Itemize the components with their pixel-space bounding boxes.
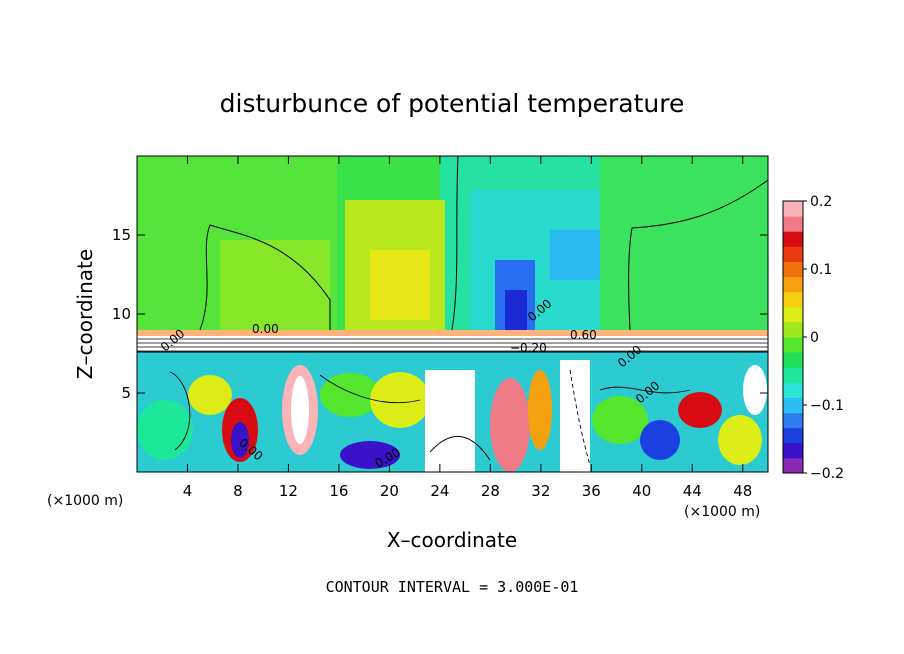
contour-label: 0.60 — [570, 328, 597, 342]
colorbar-tick-label: 0 — [810, 330, 819, 346]
colorbar-swatch — [783, 201, 803, 217]
contour-interval: CONTOUR INTERVAL = 3.000E-01 — [326, 578, 579, 596]
x-tick-label: 32 — [531, 482, 550, 500]
x-tick-label: 20 — [380, 482, 399, 500]
x-tick-label: 12 — [279, 482, 298, 500]
colorbar-tick-label: −0.1 — [810, 398, 844, 414]
colorbar-swatch — [783, 246, 803, 262]
x-tick-label: 48 — [733, 482, 752, 500]
colorbar-swatch — [783, 367, 803, 383]
colorbar-swatch — [783, 276, 803, 293]
y-tick-label: 10 — [112, 305, 131, 323]
x-tick-label: 24 — [430, 482, 449, 500]
y-tick-label: 5 — [121, 384, 131, 402]
plot-area — [137, 156, 768, 472]
colorbar: 0.2 0.1 0 −0.1 −0.2 — [782, 194, 844, 482]
colorbar-swatch — [783, 216, 803, 232]
colorbar-swatch — [783, 321, 803, 338]
colorbar-swatch — [783, 412, 803, 429]
x-axis: 4 8 12 16 20 24 28 32 36 40 44 48 — [183, 156, 752, 500]
colorbar-tick-label: 0.2 — [810, 194, 832, 210]
colorbar-swatch — [783, 442, 803, 459]
colorbar-tick-label: −0.2 — [810, 466, 844, 482]
y-axis-label: Z–coordinate — [73, 249, 97, 379]
colorbar-swatch — [783, 352, 803, 368]
y-axis: 5 10 15 — [112, 226, 768, 402]
x-tick-label: 40 — [632, 482, 651, 500]
x-tick-label: 44 — [683, 482, 702, 500]
colorbar-swatch — [783, 457, 803, 474]
x-tick-label: 36 — [582, 482, 601, 500]
contour-label: 0.00 — [252, 322, 279, 336]
x-tick-label: 28 — [481, 482, 500, 500]
colorbar-swatch — [783, 291, 803, 308]
x-unit-label-right: (×1000 m) — [684, 504, 760, 520]
x-tick-label: 4 — [183, 482, 193, 500]
x-tick-label: 16 — [329, 482, 348, 500]
colorbar-swatch — [783, 337, 803, 353]
colorbar-swatch — [783, 427, 803, 444]
colorbar-swatch — [783, 261, 803, 278]
chart-title: disturbunce of potential temperature — [220, 89, 685, 118]
x-unit-label: (×1000 m) — [47, 493, 123, 509]
y-tick-label: 15 — [112, 226, 131, 244]
contour-label: −0.20 — [510, 341, 547, 355]
colorbar-swatch — [783, 382, 803, 398]
colorbar-swatch — [783, 231, 803, 247]
colorbar-tick-label: 0.1 — [810, 262, 832, 278]
x-axis-label: X–coordinate — [387, 528, 517, 552]
colorbar-swatch — [783, 397, 803, 414]
colorbar-swatch — [783, 306, 803, 323]
x-tick-label: 8 — [233, 482, 243, 500]
